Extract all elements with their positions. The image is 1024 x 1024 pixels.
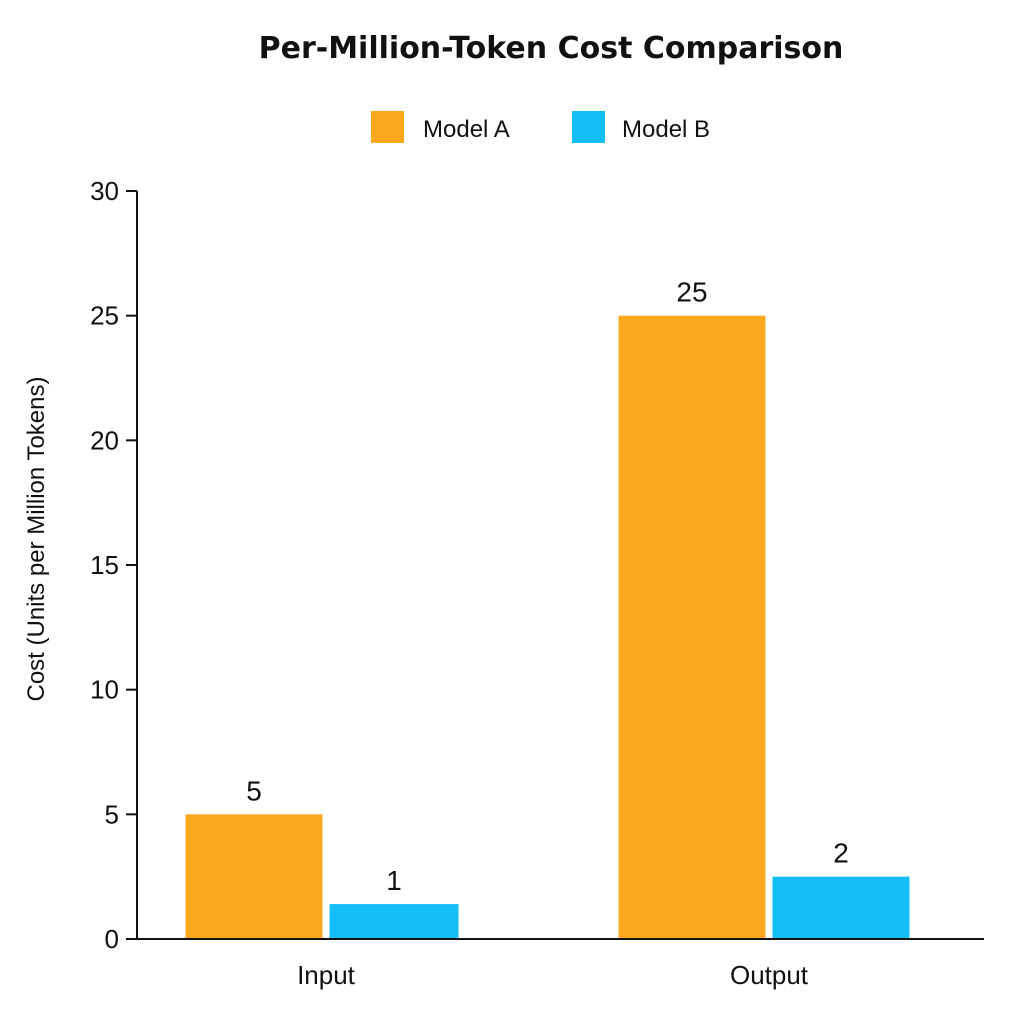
bar-model-a-input — [185, 814, 323, 939]
legend-label-model-b: Model B — [622, 116, 710, 143]
y-tick-label: 30 — [90, 176, 119, 206]
x-category-label: Output — [730, 960, 809, 990]
y-tick-label: 20 — [90, 425, 119, 455]
bar-model-b-output — [772, 876, 910, 939]
legend-label-model-a: Model A — [423, 116, 510, 143]
y-tick-label: 5 — [105, 799, 119, 829]
legend-swatch-model-a — [371, 111, 404, 143]
y-axis-label: Cost (Units per Million Tokens) — [23, 377, 50, 702]
y-tick-label: 25 — [90, 301, 119, 331]
bar-model-b-input — [329, 904, 459, 939]
value-label-model-a-output: 25 — [676, 277, 707, 308]
x-axis-categories: Input Output — [297, 960, 809, 990]
bars — [185, 315, 910, 940]
value-label-model-a-input: 5 — [246, 775, 262, 806]
chart-title: Per-Million-Token Cost Comparison — [259, 31, 844, 66]
value-label-model-b-output: 2 — [833, 838, 849, 869]
y-tick-label: 10 — [90, 675, 119, 705]
bar-model-a-output — [618, 315, 766, 940]
y-tick-label: 15 — [90, 550, 119, 580]
x-category-label: Input — [297, 960, 356, 990]
value-label-model-b-input: 1 — [386, 865, 402, 896]
value-labels: 5 1 25 2 — [246, 277, 849, 896]
y-tick-label: 0 — [105, 924, 119, 954]
legend: Model A Model B — [371, 111, 710, 143]
legend-swatch-model-b — [572, 111, 605, 143]
y-axis-ticks: 0 5 10 15 20 25 30 — [90, 176, 137, 954]
